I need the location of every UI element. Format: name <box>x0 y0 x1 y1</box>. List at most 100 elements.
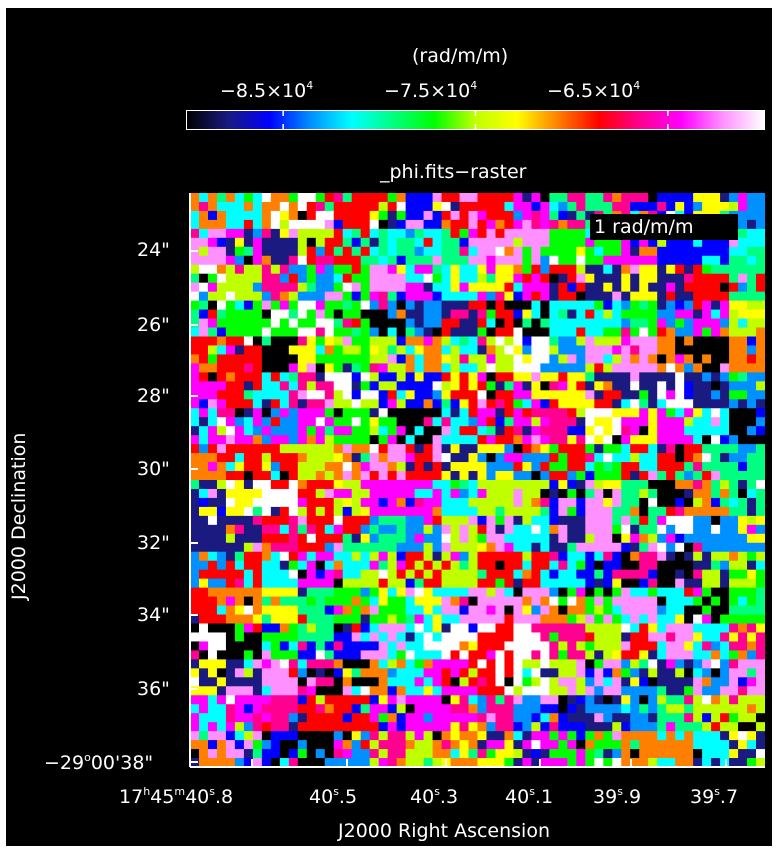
raster-pixel <box>513 623 524 634</box>
raster-pixel <box>630 390 640 400</box>
raster-pixel <box>684 471 694 481</box>
raster-pixel <box>594 417 604 427</box>
raster-pixel <box>693 273 703 284</box>
raster-pixel <box>630 713 640 723</box>
raster-pixel <box>747 345 757 356</box>
raster-pixel <box>477 237 488 248</box>
colorbar <box>186 110 765 130</box>
raster-pixel <box>225 560 236 571</box>
raster-pixel <box>459 758 470 767</box>
raster-pixel <box>612 444 622 454</box>
raster-pixel <box>549 488 559 499</box>
raster-pixel <box>378 641 389 652</box>
raster-pixel <box>459 596 470 607</box>
raster-pixel <box>315 659 326 669</box>
raster-pixel <box>711 650 721 660</box>
raster-pixel <box>252 560 263 571</box>
raster-pixel <box>450 686 461 696</box>
raster-pixel <box>477 731 488 741</box>
raster-pixel <box>558 605 568 616</box>
raster-pixel <box>243 193 254 203</box>
raster-pixel <box>729 551 739 562</box>
raster-pixel <box>432 632 443 643</box>
raster-pixel <box>190 569 200 580</box>
raster-pixel <box>585 551 595 562</box>
raster-pixel <box>432 255 443 266</box>
raster-pixel <box>432 569 443 580</box>
raster-pixel <box>306 731 317 741</box>
raster-pixel <box>432 515 443 526</box>
raster-pixel <box>486 480 497 490</box>
raster-pixel <box>306 650 317 660</box>
raster-pixel <box>468 524 479 535</box>
raster-pixel <box>450 569 461 580</box>
raster-pixel <box>396 560 407 571</box>
raster-pixel <box>513 641 524 652</box>
raster-pixel <box>468 641 479 652</box>
raster-pixel <box>666 408 676 418</box>
raster-pixel <box>504 605 515 616</box>
raster-pixel <box>441 417 452 427</box>
raster-pixel <box>747 704 757 714</box>
raster-pixel <box>585 560 595 571</box>
raster-pixel <box>702 704 712 714</box>
raster-pixel <box>243 444 254 454</box>
raster-pixel <box>243 273 254 284</box>
raster-pixel <box>423 327 434 338</box>
raster-pixel <box>414 758 425 767</box>
raster-pixel <box>648 722 658 732</box>
raster-pixel <box>684 417 694 427</box>
raster-pixel <box>594 372 604 382</box>
raster-pixel <box>630 704 640 714</box>
raster-pixel <box>396 695 407 705</box>
raster-pixel <box>396 399 407 409</box>
raster-pixel <box>711 569 721 580</box>
raster-pixel <box>198 596 209 607</box>
raster-pixel <box>738 623 748 634</box>
raster-pixel <box>288 524 299 535</box>
raster-pixel <box>693 345 703 356</box>
raster-pixel <box>567 426 577 436</box>
raster-pixel <box>234 749 245 759</box>
raster-pixel <box>414 524 425 535</box>
raster-pixel <box>216 417 227 427</box>
raster-pixel <box>531 650 541 660</box>
raster-pixel <box>459 372 470 382</box>
raster-pixel <box>756 201 765 212</box>
raster-pixel <box>612 291 622 302</box>
raster-pixel <box>414 632 425 643</box>
raster-pixel <box>549 300 559 311</box>
raster-pixel <box>198 264 209 275</box>
raster-pixel <box>459 282 470 293</box>
raster-pixel <box>684 551 694 562</box>
raster-pixel <box>225 228 236 239</box>
raster-pixel <box>279 300 290 311</box>
raster-pixel <box>612 650 622 660</box>
raster-pixel <box>378 740 389 750</box>
raster-pixel <box>315 722 326 732</box>
raster-pixel <box>585 569 595 580</box>
raster-pixel <box>216 614 227 625</box>
raster-pixel <box>369 219 380 230</box>
raster-pixel <box>190 551 200 562</box>
raster-pixel <box>207 677 218 687</box>
raster-pixel <box>190 560 200 571</box>
raster-pixel <box>369 462 380 472</box>
raster-pixel <box>612 201 622 212</box>
raster-pixel <box>468 515 479 526</box>
raster-pixel <box>558 533 568 544</box>
raster-pixel <box>702 300 712 311</box>
raster-pixel <box>243 228 254 239</box>
raster-pixel <box>288 731 299 741</box>
raster-pixel <box>639 605 649 616</box>
raster-pixel <box>207 560 218 571</box>
raster-pixel <box>450 641 461 652</box>
raster-pixel <box>522 363 532 373</box>
raster-pixel <box>252 596 263 607</box>
raster-pixel <box>477 210 488 221</box>
raster-pixel <box>666 713 676 723</box>
raster-pixel <box>441 632 452 643</box>
raster-pixel <box>513 551 524 562</box>
raster-pixel <box>315 551 326 562</box>
raster-pixel <box>450 228 461 239</box>
